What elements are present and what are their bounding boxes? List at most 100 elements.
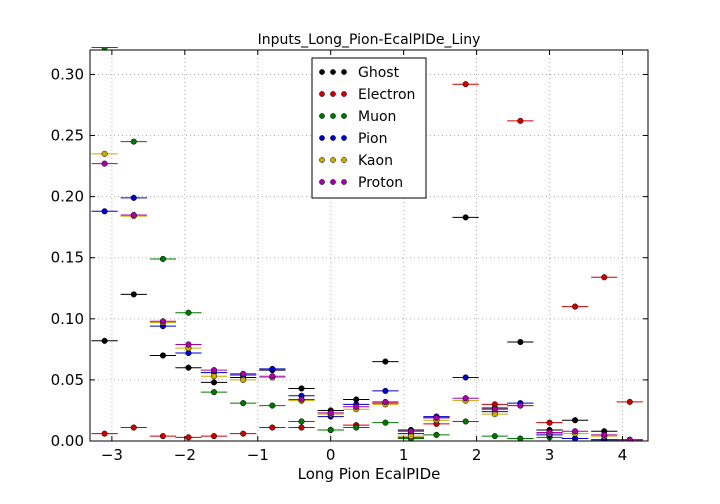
axis-ticks: −3 −2 −1 0 1 2 3 4 0.00 0.05 0.10 0.15 0.20 0.25 0.30 bbox=[51, 50, 648, 464]
data-point bbox=[491, 406, 498, 413]
data-point bbox=[240, 400, 247, 407]
data-point bbox=[462, 395, 469, 402]
legend-label: Pion bbox=[358, 131, 387, 147]
series-proton bbox=[91, 160, 643, 441]
data-point bbox=[517, 117, 524, 124]
data-point bbox=[353, 403, 360, 410]
x-tick-label: −1 bbox=[247, 446, 269, 464]
chart-title: Inputs_Long_Pion-EcalPIDe_Liny bbox=[258, 32, 481, 48]
data-point bbox=[462, 81, 469, 88]
data-point bbox=[298, 396, 305, 403]
data-point bbox=[130, 291, 137, 298]
data-point bbox=[159, 255, 166, 262]
y-tick-label: 0.00 bbox=[51, 432, 84, 450]
data-point bbox=[353, 424, 360, 431]
data-point bbox=[407, 428, 414, 435]
data-point bbox=[517, 402, 524, 409]
y-tick-label: 0.20 bbox=[51, 188, 84, 206]
series-muon bbox=[91, 47, 643, 441]
legend-label: Ghost bbox=[358, 65, 400, 81]
legend-label: Kaon bbox=[358, 153, 393, 169]
legend-marker bbox=[319, 135, 325, 141]
data-point bbox=[130, 138, 137, 145]
data-point bbox=[327, 426, 334, 434]
legend-item: Muon bbox=[319, 109, 396, 125]
data-point bbox=[101, 160, 108, 167]
y-tick-label: 0.10 bbox=[51, 310, 84, 328]
data-point bbox=[546, 429, 553, 436]
legend-item: Ghost bbox=[319, 65, 400, 81]
y-tick-label: 0.15 bbox=[51, 249, 84, 267]
data-point bbox=[433, 431, 440, 438]
legend-marker bbox=[341, 69, 347, 75]
legend-label: Muon bbox=[358, 109, 396, 125]
data-point bbox=[462, 214, 469, 221]
x-axis-label: Long Pion EcalPIDe bbox=[298, 465, 441, 483]
data-point bbox=[601, 274, 608, 281]
data-point bbox=[491, 433, 498, 440]
series-ghost bbox=[91, 214, 643, 441]
data-point bbox=[298, 424, 305, 431]
data-point bbox=[185, 341, 192, 348]
data-point bbox=[269, 365, 276, 372]
data-point bbox=[517, 338, 524, 346]
data-point bbox=[210, 379, 218, 386]
data-point bbox=[546, 419, 553, 426]
data-point bbox=[572, 417, 579, 424]
data-point bbox=[601, 431, 608, 438]
data-marks bbox=[91, 47, 643, 441]
data-point bbox=[269, 373, 276, 380]
legend-marker bbox=[319, 113, 325, 119]
legend-marker bbox=[341, 113, 347, 119]
legend-item: Kaon bbox=[319, 153, 393, 169]
legend-marker bbox=[319, 91, 325, 97]
data-point bbox=[210, 389, 218, 396]
legend-marker bbox=[330, 69, 336, 75]
data-point bbox=[626, 436, 633, 441]
data-point bbox=[159, 433, 166, 440]
legend-marker bbox=[330, 157, 336, 163]
data-point bbox=[210, 367, 218, 374]
data-point bbox=[382, 419, 389, 426]
y-tick-label: 0.30 bbox=[51, 65, 84, 83]
x-tick-label: 1 bbox=[399, 446, 409, 464]
data-point bbox=[298, 385, 305, 392]
x-tick-label: 2 bbox=[472, 446, 482, 464]
data-point bbox=[130, 211, 137, 219]
legend-marker bbox=[319, 157, 325, 163]
data-point bbox=[101, 337, 108, 344]
legend-box bbox=[311, 57, 427, 199]
data-point bbox=[210, 373, 218, 380]
data-point bbox=[433, 414, 440, 421]
x-tick-label: 4 bbox=[618, 446, 628, 464]
data-point bbox=[269, 402, 276, 409]
data-point bbox=[101, 430, 108, 437]
x-tick-label: 3 bbox=[545, 446, 555, 464]
legend-label: Electron bbox=[358, 87, 415, 103]
data-point bbox=[462, 418, 469, 425]
y-tick-label: 0.05 bbox=[51, 371, 84, 389]
legend-item: Proton bbox=[319, 175, 403, 191]
y-tick-label: 0.25 bbox=[51, 127, 84, 145]
legend-item: Pion bbox=[319, 131, 387, 147]
legend-marker bbox=[341, 135, 347, 141]
data-point bbox=[382, 358, 389, 365]
data-point bbox=[185, 309, 192, 316]
data-point bbox=[101, 208, 108, 215]
data-point bbox=[210, 433, 218, 440]
data-point bbox=[130, 424, 137, 431]
plot-frame bbox=[89, 49, 649, 442]
data-point bbox=[185, 364, 192, 371]
data-point bbox=[269, 424, 276, 431]
data-point bbox=[382, 387, 389, 394]
legend-marker bbox=[341, 179, 347, 185]
x-tick-label: −3 bbox=[101, 446, 123, 464]
data-point bbox=[240, 430, 247, 437]
legend: Ghost Electron Muon Pion Kaon Proton bbox=[311, 57, 427, 199]
data-point bbox=[462, 374, 469, 381]
data-point bbox=[626, 398, 633, 405]
x-tick-label: −2 bbox=[174, 446, 196, 464]
x-tick-label: 0 bbox=[326, 446, 336, 464]
legend-item: Electron bbox=[319, 87, 415, 103]
